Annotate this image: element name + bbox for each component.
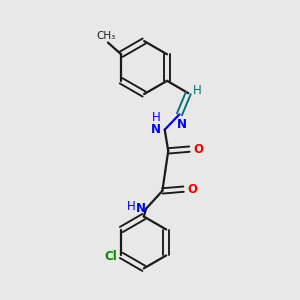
Text: Cl: Cl bbox=[104, 250, 117, 263]
Text: H: H bbox=[192, 84, 201, 97]
Text: O: O bbox=[194, 142, 204, 156]
Text: CH₃: CH₃ bbox=[97, 31, 116, 41]
Text: N: N bbox=[136, 202, 146, 215]
Text: N: N bbox=[151, 123, 160, 136]
Text: H: H bbox=[127, 200, 135, 213]
Text: H: H bbox=[152, 111, 160, 124]
Text: N: N bbox=[177, 118, 188, 131]
Text: O: O bbox=[188, 183, 198, 196]
